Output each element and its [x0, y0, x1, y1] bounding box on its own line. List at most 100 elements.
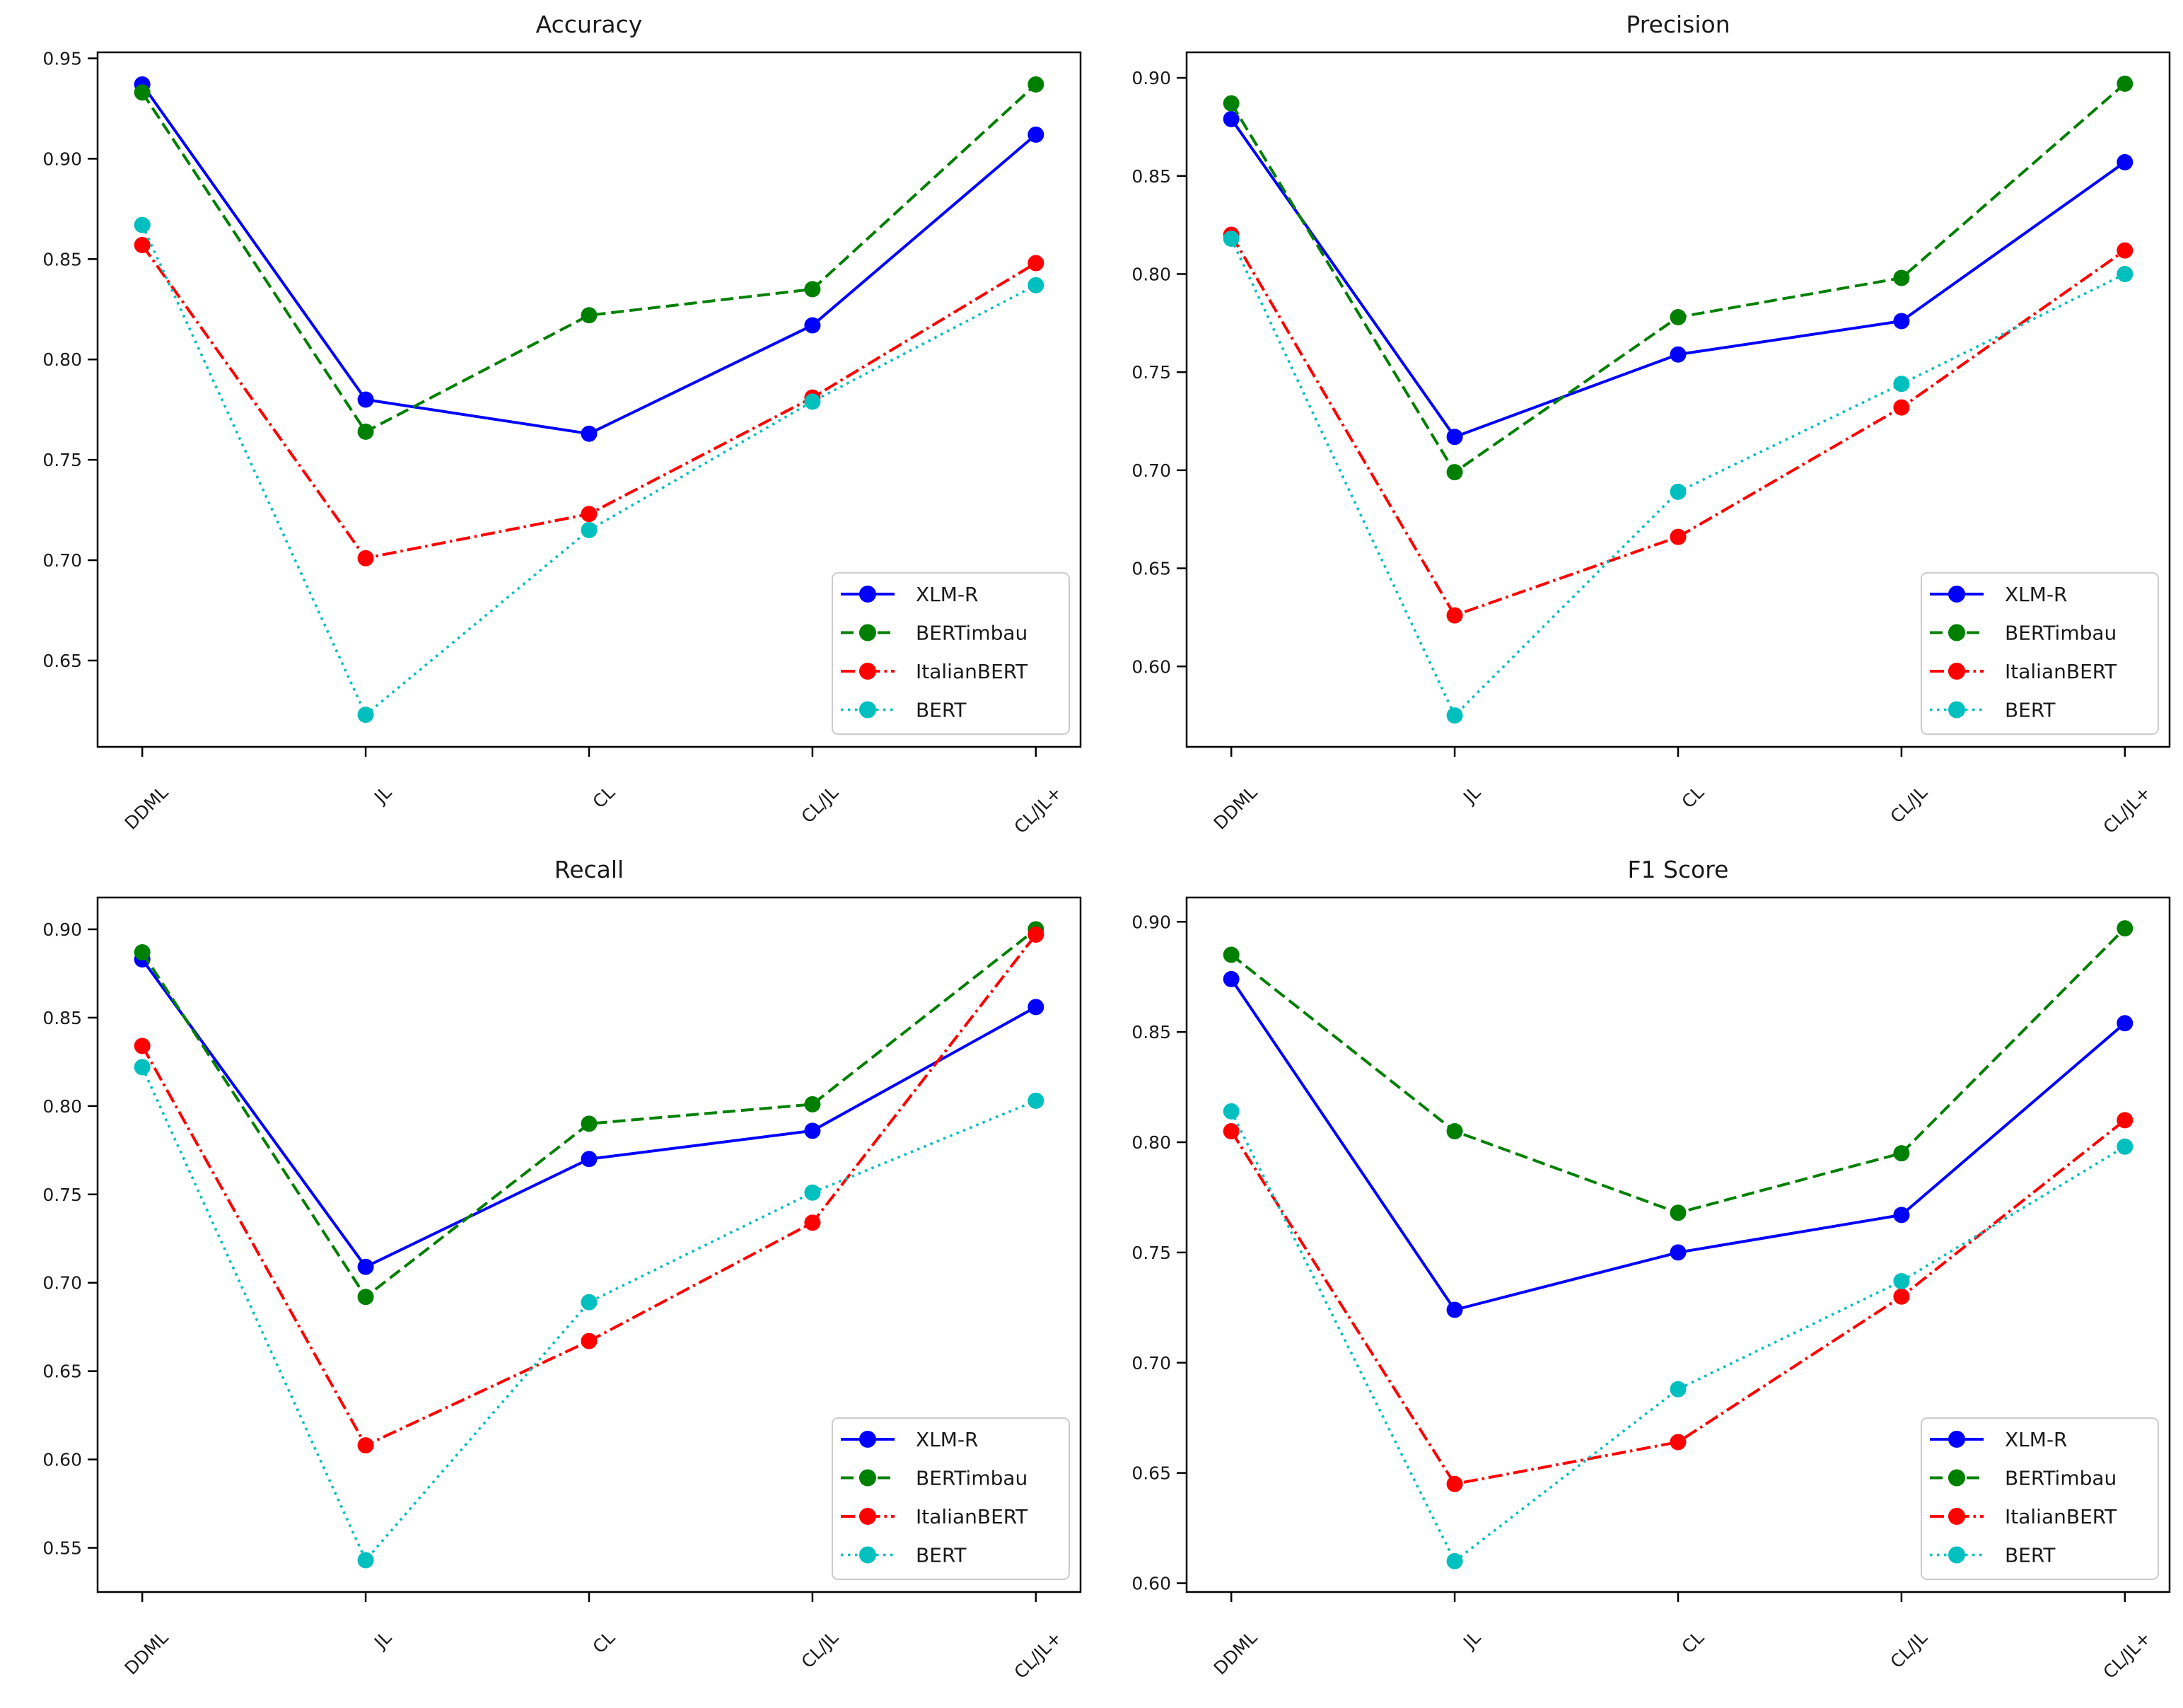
data-point-BERT: [2117, 265, 2133, 282]
legend-marker: [1948, 624, 1965, 641]
data-point-BERT: [357, 1552, 374, 1569]
legend-marker: [859, 701, 876, 719]
data-point-ItalianBERT: [1893, 399, 1910, 416]
legend-marker: [859, 624, 876, 641]
x-tick-label: CL: [589, 1627, 619, 1658]
y-tick-label: 0.80: [42, 1096, 82, 1117]
legend-label: XLM-R: [916, 1428, 979, 1451]
legend-marker: [1948, 1431, 1965, 1448]
chart-title: Precision: [1626, 11, 1730, 38]
series-line-BERT: [141, 1067, 1037, 1563]
y-tick-label: 0.90: [1131, 68, 1171, 88]
data-point-BERT: [1893, 376, 1910, 393]
accuracy-subplot: Accuracy 0.65 0.70 0.75 0.80 0.85 0.90 0.95 DDM…: [0, 0, 1092, 863]
chart-title: Accuracy: [536, 11, 643, 38]
data-point-BERTimbau: [1446, 1122, 1463, 1139]
y-tick-label: 0.70: [42, 1273, 82, 1294]
y-tick-label: 0.95: [42, 49, 82, 69]
data-point-BERT: [1446, 707, 1463, 724]
data-point-ItalianBERT: [134, 236, 151, 253]
data-point-ItalianBERT: [2117, 1112, 2133, 1129]
legend-marker: [1948, 1546, 1965, 1564]
data-point-BERTimbau: [1223, 95, 1240, 112]
x-tick-label: CL: [1678, 1627, 1708, 1658]
data-point-BERTimbau: [804, 281, 821, 298]
data-point-XLM-R: [1223, 970, 1240, 987]
series-line-BERTimbau: [1230, 82, 2126, 475]
data-point-XLM-R: [1028, 999, 1044, 1016]
data-point-XLM-R: [1028, 126, 1044, 143]
data-point-BERTimbau: [804, 1096, 821, 1112]
data-point-XLM-R: [2117, 153, 2133, 170]
legend-marker: [1948, 586, 1965, 603]
data-point-BERTimbau: [581, 307, 598, 324]
data-point-ItalianBERT: [1028, 255, 1044, 272]
data-point-BERTimbau: [2117, 75, 2133, 92]
series-line-BERTimbau: [141, 83, 1037, 434]
data-point-BERTimbau: [1223, 946, 1240, 963]
y-tick-label: 0.90: [42, 149, 82, 169]
legend-box: [1921, 572, 2159, 735]
series-line-XLM-R: [1230, 118, 2126, 439]
legend-label: XLM-R: [2005, 1428, 2068, 1451]
y-tick-label: 0.85: [1131, 1022, 1171, 1042]
data-point-BERT: [2117, 1138, 2133, 1155]
data-point-BERT: [581, 521, 598, 538]
legend-label: BERT: [2005, 1544, 2056, 1567]
x-tick-label: CL/JL+: [2100, 1627, 2155, 1683]
data-point-ItalianBERT: [1446, 1475, 1463, 1492]
data-point-BERT: [804, 393, 821, 410]
data-point-XLM-R: [357, 1258, 374, 1275]
data-point-BERTimbau: [1670, 1204, 1687, 1221]
data-point-XLM-R: [1893, 1207, 1910, 1224]
legend-marker: [1948, 663, 1965, 680]
data-point-ItalianBERT: [581, 1332, 598, 1349]
x-tick-label: CL/JL: [797, 1627, 842, 1673]
data-point-BERTimbau: [1028, 76, 1044, 93]
data-point-BERTimbau: [1893, 1145, 1910, 1162]
x-tick-label: DDML: [121, 782, 173, 834]
data-point-BERT: [1446, 1552, 1463, 1569]
legend-label: BERT: [2005, 699, 2056, 722]
data-point-BERTimbau: [1670, 308, 1687, 325]
data-point-XLM-R: [1670, 1244, 1687, 1261]
data-point-BERTimbau: [1893, 269, 1910, 286]
data-point-ItalianBERT: [1670, 1434, 1687, 1451]
data-point-ItalianBERT: [1670, 528, 1687, 545]
legend-marker: [859, 586, 876, 603]
data-point-BERT: [1223, 1103, 1240, 1120]
data-point-BERTimbau: [2117, 920, 2133, 937]
precision-plot-svg: Precision 0.60 0.65 0.70 0.75 0.80 0.85 0.90 DD…: [1131, 11, 2171, 837]
legend-label: XLM-R: [916, 583, 979, 606]
x-tick-label: CL: [589, 782, 619, 813]
data-point-BERTimbau: [1446, 464, 1463, 481]
data-point-ItalianBERT: [357, 550, 374, 567]
y-tick-label: 0.70: [42, 550, 82, 571]
data-point-BERTimbau: [357, 423, 374, 440]
legend-label: ItalianBERT: [2005, 660, 2117, 683]
data-point-ItalianBERT: [357, 1437, 374, 1454]
data-point-BERT: [1028, 277, 1044, 294]
data-point-BERTimbau: [357, 1289, 374, 1306]
y-tick-label: 0.85: [42, 249, 82, 269]
data-point-XLM-R: [804, 1122, 821, 1139]
x-tick-label: JL: [369, 1627, 395, 1654]
x-tick-label: CL/JL: [1886, 1627, 1931, 1673]
y-tick-label: 0.65: [1131, 559, 1171, 579]
y-tick-label: 0.75: [1131, 1243, 1171, 1263]
legend-label: BERTimbau: [916, 622, 1028, 645]
y-tick-label: 0.60: [1131, 656, 1171, 677]
data-point-BERTimbau: [134, 943, 151, 960]
series-line-ItalianBERT: [1230, 233, 2126, 617]
legend-label: BERTimbau: [2005, 622, 2117, 645]
series-line-XLM-R: [141, 958, 1037, 1269]
legend-label: ItalianBERT: [916, 1505, 1028, 1528]
legend-marker: [859, 663, 876, 680]
data-point-XLM-R: [1223, 110, 1240, 127]
data-point-BERTimbau: [581, 1115, 598, 1132]
legend-marker: [1948, 1508, 1965, 1525]
data-point-ItalianBERT: [1446, 607, 1463, 624]
y-tick-label: 0.70: [1131, 460, 1171, 481]
data-point-BERT: [1670, 1381, 1687, 1398]
x-tick-label: CL/JL: [1886, 782, 1931, 827]
